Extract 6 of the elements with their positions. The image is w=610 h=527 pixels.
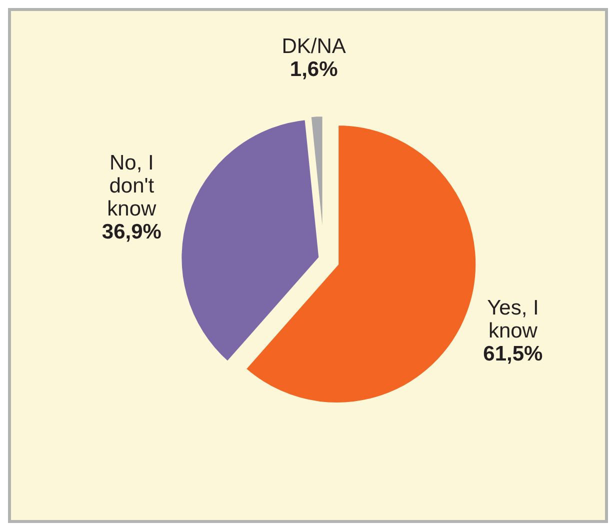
data-label: 36,9%: [102, 220, 162, 244]
slice-label: No, I don't know: [107, 151, 158, 220]
slice-label: DK/NA: [282, 34, 346, 58]
slice-label: Yes, I know: [487, 296, 539, 342]
data-label: 1,6%: [290, 57, 338, 80]
data-label: 61,5%: [483, 342, 544, 365]
